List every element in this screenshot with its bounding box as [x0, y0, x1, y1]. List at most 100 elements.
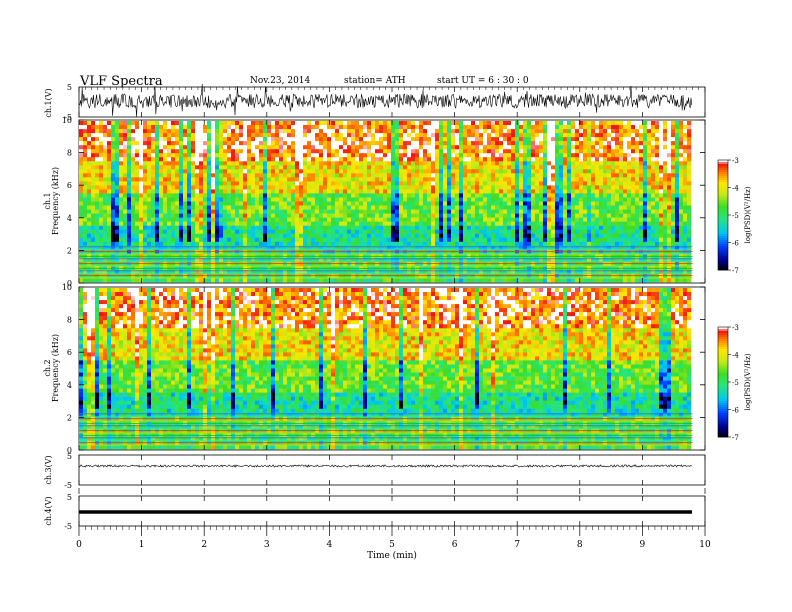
- spectrogram-cell: [387, 169, 392, 174]
- spectrogram-cell: [483, 161, 488, 166]
- spectrogram-cell: [79, 213, 84, 218]
- spectrogram-cell: [199, 273, 204, 279]
- spectrogram-cell: [263, 205, 268, 210]
- spectrogram-cell: [463, 133, 468, 138]
- spectrogram-cell: [131, 137, 136, 142]
- spectrogram-cell: [423, 141, 428, 146]
- spectrogram-cell: [79, 273, 84, 279]
- spectrogram-cell: [127, 125, 132, 130]
- spectrogram-cell: [443, 133, 448, 138]
- spectrogram-cell: [115, 273, 120, 279]
- spectrogram-cell: [123, 245, 128, 251]
- spectrogram-cell: [279, 233, 284, 239]
- spectrogram-cell: [267, 261, 272, 267]
- spectrogram-cell: [367, 177, 372, 182]
- spectrogram-cell: [243, 185, 248, 190]
- spectrogram-cell: [127, 201, 132, 206]
- spectrogram-cell: [471, 209, 476, 214]
- spectrogram-cell: [415, 145, 420, 150]
- spectrogram-cell: [91, 185, 96, 190]
- spectrogram-cell: [251, 213, 256, 218]
- spectrogram-cell: [207, 189, 212, 194]
- spectrogram-cell: [115, 121, 120, 126]
- spectrogram-cell: [155, 257, 160, 263]
- spectrogram-cell: [347, 201, 352, 206]
- spectrogram-cell: [463, 157, 468, 162]
- spectrogram-cell: [419, 273, 424, 279]
- spectrogram-cell: [379, 233, 384, 239]
- spectrogram-cell: [103, 201, 108, 206]
- spectrogram-cell: [467, 125, 472, 130]
- spectrogram-cell: [299, 257, 304, 263]
- spectrogram-cell: [251, 257, 256, 263]
- spectrogram-cell: [563, 133, 568, 138]
- spectrogram-cell: [395, 193, 400, 198]
- spectrogram-cell: [427, 145, 432, 150]
- spectrogram-cell: [131, 185, 136, 190]
- spectrogram-cell: [315, 149, 320, 154]
- spectrogram-cell: [399, 169, 404, 174]
- spectrogram-cell: [303, 121, 308, 126]
- spectrogram-cell: [575, 209, 580, 214]
- spectrogram-cell: [131, 153, 136, 158]
- spectrogram-cell: [399, 153, 404, 158]
- spectrogram-cell: [483, 141, 488, 146]
- spectrogram-cell: [491, 273, 496, 279]
- spectrogram-cell: [523, 181, 528, 186]
- spectrogram-cell: [91, 278, 96, 283]
- spectrogram-cell: [323, 165, 328, 170]
- spectrogram-cell: [415, 257, 420, 263]
- spectrogram-cell: [219, 197, 224, 202]
- spectrogram-cell: [379, 141, 384, 146]
- spectrogram-cell: [547, 125, 552, 130]
- spectrogram-cell: [539, 257, 544, 263]
- spectrogram-cell: [163, 205, 168, 210]
- spectrogram-cell: [451, 169, 456, 174]
- spectrogram-cell: [359, 193, 364, 198]
- spectrogram-cell: [247, 125, 252, 130]
- spectrogram-cell: [283, 141, 288, 146]
- spectrogram-cell: [307, 125, 312, 130]
- spectrogram-cell: [243, 209, 248, 214]
- spectrogram-cell: [555, 189, 560, 194]
- spectrogram-cell: [563, 278, 568, 283]
- spectrogram-cell: [563, 145, 568, 150]
- spectrogram-cell: [171, 161, 176, 166]
- spectrogram-cell: [139, 165, 144, 170]
- spectrogram-cell: [251, 181, 256, 186]
- spectrogram-cell: [115, 205, 120, 210]
- spectrogram-cell: [435, 237, 440, 243]
- spectrogram-cell: [415, 209, 420, 214]
- spectrogram-cell: [439, 221, 444, 226]
- spectrogram-cell: [159, 205, 164, 210]
- spectrogram-cell: [263, 185, 268, 190]
- spectrogram-cell: [103, 145, 108, 150]
- spectrogram-cell: [159, 181, 164, 186]
- spectrogram-cell: [143, 173, 148, 178]
- spectrogram-cell: [327, 221, 332, 226]
- spectrogram-cell: [331, 161, 336, 166]
- spectrogram-cell: [91, 137, 96, 142]
- spectrogram-cell: [123, 205, 128, 210]
- spectrogram-cell: [179, 245, 184, 251]
- spectrogram-cell: [287, 261, 292, 267]
- spectrogram-cell: [267, 197, 272, 202]
- spectrogram-cell: [451, 189, 456, 194]
- spectrogram-cell: [399, 225, 404, 231]
- spectrogram-cell: [107, 229, 112, 235]
- spectrogram-cell: [403, 149, 408, 154]
- spectrogram-cell: [311, 193, 316, 198]
- spectrogram-cell: [447, 237, 452, 243]
- spectrogram-cell: [355, 133, 360, 138]
- spectrogram-cell: [163, 257, 168, 263]
- spectrogram-cell: [343, 225, 348, 231]
- spectrogram-cell: [539, 241, 544, 247]
- spectrogram-cell: [443, 173, 448, 178]
- spectrogram-cell: [223, 229, 228, 235]
- spectrogram-cell: [499, 233, 504, 239]
- spectrogram-cell: [371, 205, 376, 210]
- spectrogram-cell: [567, 169, 572, 174]
- spectrogram-cell: [303, 133, 308, 138]
- spectrogram-cell: [471, 149, 476, 154]
- spectrogram-cell: [475, 141, 480, 146]
